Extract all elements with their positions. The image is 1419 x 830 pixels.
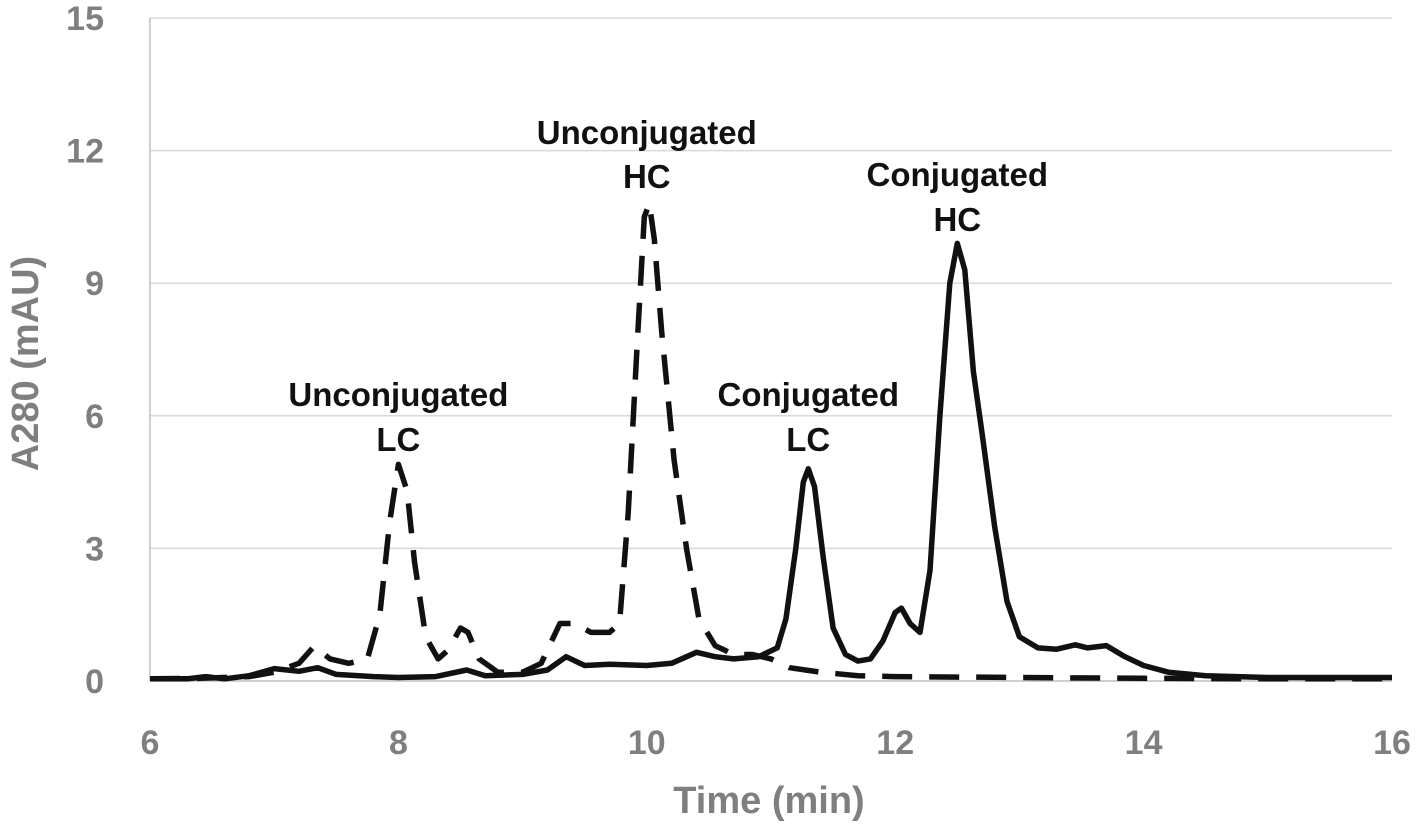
peak-annotation-0-line-0: Unconjugated xyxy=(288,376,508,413)
peak-annotation-2-line-0: Conjugated xyxy=(718,376,899,413)
y-tick-label-4: 12 xyxy=(66,133,104,171)
peak-annotation-2-line-1: LC xyxy=(786,421,830,458)
y-tick-label-0: 0 xyxy=(85,663,104,701)
x-tick-label-1: 8 xyxy=(389,724,408,762)
series-line-dashed xyxy=(149,200,1392,682)
axes xyxy=(149,18,1392,682)
peak-annotations: Unconjugated LC Unconjugated HC Conjugated LC… xyxy=(288,114,1048,458)
y-tick-label-5: 15 xyxy=(66,0,104,38)
y-tick-label-3: 9 xyxy=(85,265,104,303)
peak-annotation-3-line-0: Conjugated xyxy=(867,156,1048,193)
series-line-solid xyxy=(150,240,1392,682)
x-axis-label: Time (min) xyxy=(673,780,864,822)
tick-labels: 6 8 10 12 14 16 0 3 6 9 12 15 xyxy=(66,0,1411,762)
y-tick-label-2: 6 xyxy=(85,398,104,436)
peak-annotation-3-line-1: HC xyxy=(933,201,981,238)
gridlines xyxy=(150,17,1392,550)
x-tick-label-0: 6 xyxy=(141,724,160,762)
x-tick-label-5: 16 xyxy=(1373,724,1411,762)
x-tick-label-4: 14 xyxy=(1125,724,1163,762)
x-tick-label-2: 10 xyxy=(628,724,666,762)
y-tick-label-1: 3 xyxy=(85,530,104,568)
peak-annotation-0-line-1: LC xyxy=(376,421,420,458)
series-lines xyxy=(149,200,1392,682)
peak-annotation-1-line-1: HC xyxy=(623,158,671,195)
y-axis-label: A280 (mAU) xyxy=(5,256,47,471)
x-tick-label-3: 12 xyxy=(876,724,914,762)
peak-annotation-1-line-0: Unconjugated xyxy=(537,114,757,151)
